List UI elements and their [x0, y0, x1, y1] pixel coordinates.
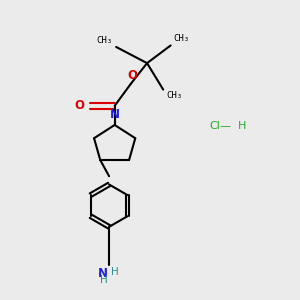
Text: CH₃: CH₃ [97, 36, 112, 45]
Text: CH₃: CH₃ [167, 91, 183, 100]
Text: N: N [98, 267, 108, 280]
Text: O: O [127, 69, 137, 82]
Text: H: H [111, 268, 119, 278]
Text: CH₃: CH₃ [173, 34, 189, 43]
Text: —: — [220, 122, 231, 131]
Text: H: H [238, 122, 247, 131]
Text: H: H [100, 275, 108, 285]
Text: O: O [74, 99, 84, 112]
Text: Cl: Cl [209, 122, 220, 131]
Text: N: N [110, 108, 120, 122]
